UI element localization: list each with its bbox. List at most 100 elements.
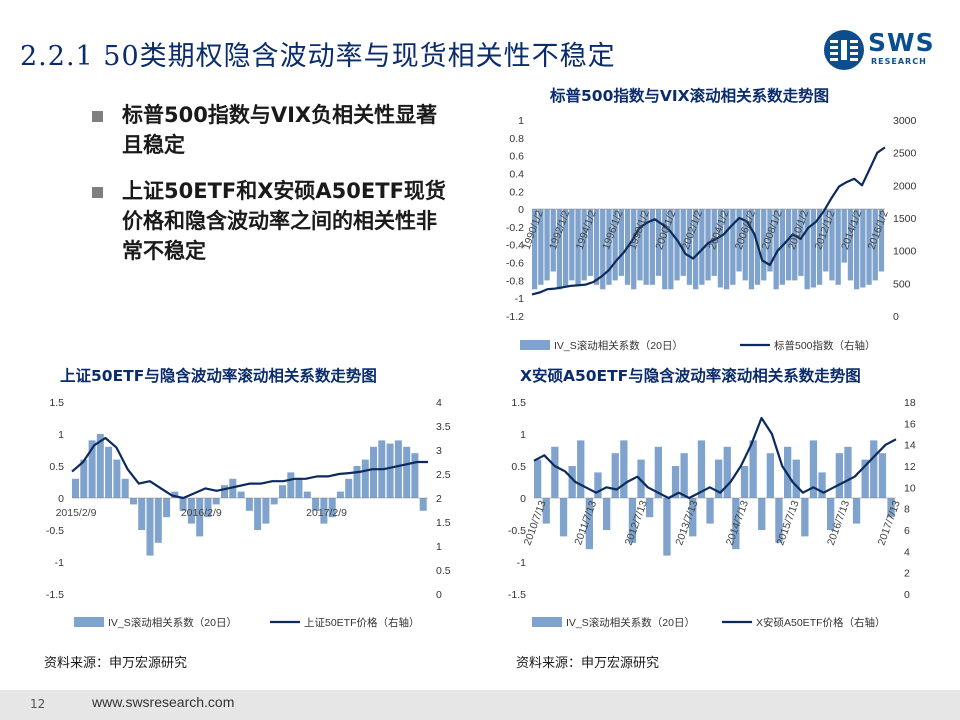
y-left-tick-label: -1 [55, 557, 64, 569]
y-right-tick-label: 0 [904, 589, 910, 601]
y-right-tick-label: 2500 [893, 148, 917, 160]
footer-url: www.swsresearch.com [92, 694, 235, 710]
bar [538, 209, 544, 285]
y-right-tick-label: 1500 [893, 213, 917, 225]
y-left-tick-label: -0.5 [46, 525, 64, 537]
bar [680, 453, 688, 498]
bar [320, 498, 328, 524]
bar [279, 485, 286, 498]
bar [80, 459, 88, 498]
bar [847, 209, 854, 281]
y-right-tick-label: 3.5 [436, 421, 451, 433]
sp500-vix-chart: 1 0.8 0.6 0.4 0.2 0 -0.2 -0.4 -0.6 -0.8 -1 -1.2 3000… [506, 115, 917, 352]
y-left-tick-label: -0.4 [506, 240, 524, 252]
x-tick-label: 2017/2/9 [306, 507, 347, 519]
y-left-tick-label: 0 [518, 204, 524, 216]
y-left-tick-label: 0.2 [509, 186, 524, 198]
bar [303, 491, 311, 498]
bar [646, 498, 654, 518]
bar [130, 498, 137, 505]
bar [550, 209, 556, 272]
logo-text: SWS [868, 28, 935, 57]
bar [818, 472, 826, 498]
bar [649, 209, 655, 285]
legend-label-bars: IV_S滚动相关系数（20日） [566, 616, 695, 629]
bar [654, 446, 662, 498]
y-left-tick-label: -1.5 [46, 589, 64, 601]
bar [740, 466, 749, 498]
logo-subtext: RESEARCH [871, 57, 927, 66]
x-tick-label: 2015/2/9 [56, 507, 97, 519]
page-number: 12 [30, 697, 46, 711]
bar [835, 453, 843, 498]
bar [254, 498, 262, 530]
bar [697, 440, 706, 498]
bar [534, 459, 542, 498]
bar [748, 209, 755, 290]
bar [585, 498, 593, 550]
bar [792, 459, 800, 498]
y-left-tick-label: 0.4 [509, 168, 524, 180]
bar [419, 498, 427, 511]
price-line [533, 416, 897, 500]
bar [699, 209, 705, 285]
y-left-tick-label: 1 [518, 115, 524, 127]
y-right-tick-label: 0 [893, 311, 899, 323]
bar [593, 209, 600, 285]
bullet-square-icon [92, 187, 103, 198]
bar [328, 498, 336, 518]
bar [730, 209, 736, 285]
bar [827, 498, 835, 530]
bar [612, 209, 618, 281]
y-right-tick-label: 1000 [893, 246, 917, 258]
bar [581, 209, 587, 281]
bar [761, 209, 767, 281]
legend-label-bars: IV_S滚动相关系数（20日） [108, 616, 237, 629]
source-note-right: 资料来源：申万宏源研究 [516, 656, 660, 671]
bar [643, 209, 649, 285]
y-right-tick-label: 1 [436, 541, 442, 553]
bar [187, 498, 195, 524]
bar [736, 209, 742, 272]
y-right-tick-label: 2000 [893, 180, 917, 192]
bar [866, 209, 872, 285]
a50-etf-chart: 1.510.50-0.5-1-1.51816141210864202010/7/… [508, 397, 916, 629]
bar [563, 209, 569, 288]
price-line [71, 436, 428, 500]
x-tick-label: 2017/7/13 [876, 499, 903, 547]
bar [386, 443, 394, 498]
bar [575, 209, 581, 285]
y-right-tick-label: 16 [904, 418, 916, 430]
bar [221, 485, 228, 498]
legend-label-bars: IV_S滚动相关系数（20日） [554, 339, 683, 352]
chart-title-a50: X安硕A50ETF与隐含波动率滚动相关系数走势图 [520, 367, 861, 385]
bar [804, 209, 810, 290]
y-right-tick-label: 8 [904, 504, 910, 516]
y-right-tick-label: 2.5 [436, 469, 451, 481]
bar [693, 209, 699, 290]
bar [706, 498, 714, 524]
bar [163, 498, 171, 518]
bar [594, 472, 602, 498]
bar [686, 209, 693, 285]
bar [138, 498, 146, 530]
y-right-tick-label: 4 [436, 397, 442, 409]
bar [637, 209, 643, 281]
bar [668, 209, 674, 290]
bar [353, 466, 361, 498]
y-left-tick-label: 0.5 [511, 461, 526, 473]
bar [870, 440, 878, 498]
y-left-tick-label: -1 [517, 557, 526, 569]
bar [105, 446, 113, 498]
legend-label-line: 标普500指数（右轴） [774, 339, 876, 352]
bar [816, 209, 823, 285]
bar [620, 440, 628, 498]
price-line [531, 146, 886, 296]
bar [841, 209, 847, 263]
bar [835, 209, 841, 285]
y-left-tick-label: -0.2 [506, 222, 524, 234]
bar [887, 498, 895, 518]
y-right-tick-label: 0.5 [436, 565, 451, 577]
bar [878, 453, 887, 498]
y-right-tick-label: 3000 [893, 115, 917, 127]
